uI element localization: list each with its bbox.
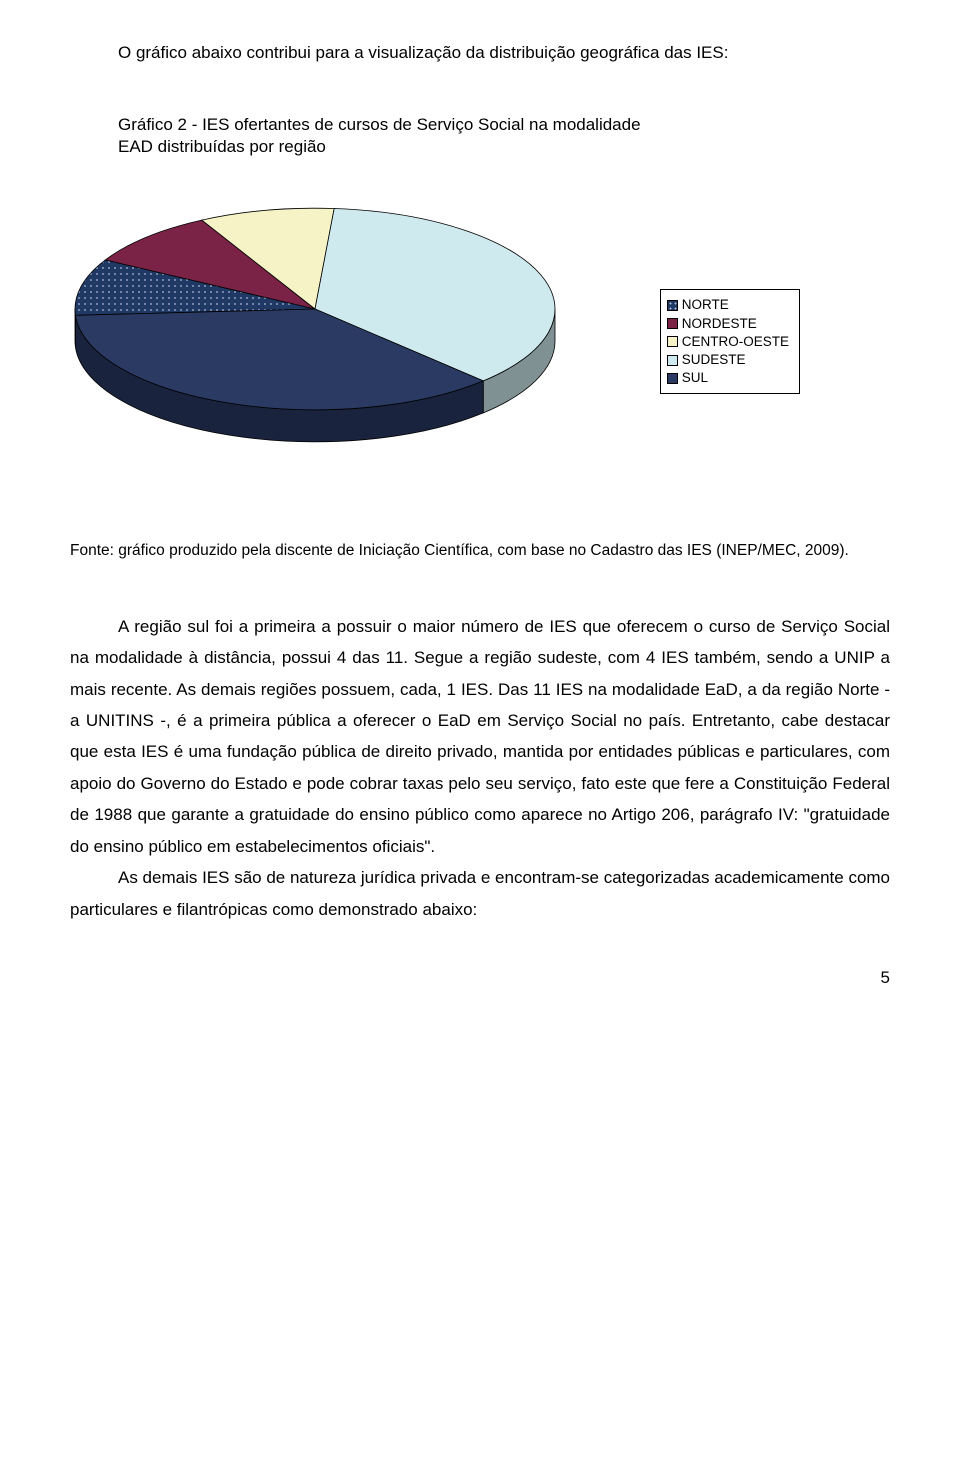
legend-label: NORDESTE xyxy=(682,315,757,333)
legend-swatch xyxy=(667,300,678,311)
legend-label: CENTRO-OESTE xyxy=(682,333,789,351)
chart-title-line2: EAD distribuídas por região xyxy=(118,137,326,156)
pie-svg xyxy=(70,199,560,459)
body-paragraph-1: A região sul foi a primeira a possuir o … xyxy=(70,611,890,863)
pie-chart-region: NORTENORDESTECENTRO-OESTESUDESTESUL xyxy=(70,199,890,459)
intro-paragraph: O gráfico abaixo contribui para a visual… xyxy=(70,40,890,66)
chart-source: Fonte: gráfico produzido pela discente d… xyxy=(70,539,890,562)
legend-swatch xyxy=(667,318,678,329)
legend-item: NORTE xyxy=(667,296,789,314)
legend-swatch xyxy=(667,373,678,384)
legend-item: CENTRO-OESTE xyxy=(667,333,789,351)
chart-legend: NORTENORDESTECENTRO-OESTESUDESTESUL xyxy=(660,289,800,394)
legend-label: NORTE xyxy=(682,296,729,314)
pie-chart xyxy=(70,199,560,467)
legend-label: SUDESTE xyxy=(682,351,746,369)
page-number: 5 xyxy=(70,965,890,991)
chart-title: Gráfico 2 - IES ofertantes de cursos de … xyxy=(118,114,890,160)
legend-item: SUDESTE xyxy=(667,351,789,369)
legend-swatch xyxy=(667,336,678,347)
legend-label: SUL xyxy=(682,369,708,387)
legend-item: SUL xyxy=(667,369,789,387)
legend-swatch xyxy=(667,355,678,366)
legend-item: NORDESTE xyxy=(667,315,789,333)
chart-title-line1: Gráfico 2 - IES ofertantes de cursos de … xyxy=(118,115,641,134)
body-paragraph-2: As demais IES são de natureza jurídica p… xyxy=(70,862,890,925)
